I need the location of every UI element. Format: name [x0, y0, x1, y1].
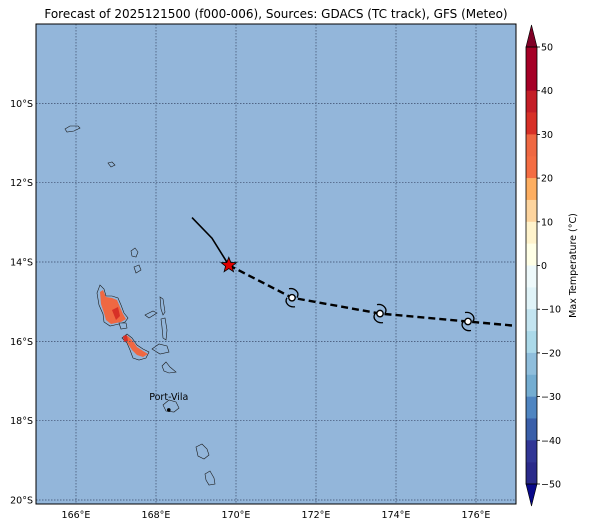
- colorbar-band: [526, 309, 537, 332]
- island-aoba: [144, 310, 158, 319]
- island-epi: [161, 361, 177, 374]
- map-panel[interactable]: Port-Vila: [35, 23, 517, 505]
- colorbar-band: [526, 134, 537, 157]
- colorbar-band: [526, 199, 537, 223]
- colorbar-tick-label: −10: [541, 305, 561, 316]
- colorbar-band: [526, 396, 537, 419]
- lon-tick-label: 168°E: [142, 510, 171, 521]
- colorbar-band: [526, 47, 537, 70]
- lon-tick-label: 174°E: [382, 510, 411, 521]
- colorbar-tick-label: −30: [541, 392, 561, 403]
- map-frame: [35, 23, 517, 505]
- island-maewo: [159, 296, 166, 316]
- colorbar-tick-label: 20: [541, 174, 553, 185]
- lat-tick-label: 16°S: [10, 337, 33, 348]
- port-vila-label: Port-Vila: [149, 392, 188, 403]
- colorbar-band: [526, 178, 537, 201]
- colorbar-tick-label: −40: [541, 436, 561, 447]
- colorbar-band: [526, 68, 537, 91]
- lon-tick-label: 172°E: [302, 510, 331, 521]
- colorbar-extend-max: [525, 24, 538, 48]
- graticule: [36, 24, 516, 504]
- colorbar-tick-label: −20: [541, 348, 561, 359]
- colorbar-band: [526, 374, 537, 397]
- colorbar-band: [526, 243, 537, 266]
- port-vila-point: [167, 408, 171, 412]
- island-north-2: [107, 161, 116, 168]
- lat-tick-label: 20°S: [10, 496, 33, 507]
- colorbar-band: [526, 440, 537, 463]
- colorbar-label: Max Temperature (°C): [568, 213, 579, 318]
- colorbar-tick-label: 0: [541, 261, 547, 272]
- current-position-star-icon: [220, 256, 238, 273]
- colorbar-tick-label: 30: [541, 130, 553, 141]
- lon-tick-label: 166°E: [62, 510, 91, 521]
- lon-tick-label: 170°E: [222, 510, 251, 521]
- colorbar-band: [526, 331, 537, 354]
- storm-symbol-icon: [373, 303, 387, 324]
- colorbar-extend-min: [525, 483, 538, 507]
- island-efate: [162, 399, 180, 413]
- island-pentecost: [160, 317, 168, 341]
- storm-symbol-icon: [461, 311, 475, 332]
- colorbar-bands: [526, 47, 537, 485]
- lat-tick-label: 10°S: [10, 99, 33, 110]
- hot-area-espiritu-santo-core: [112, 307, 120, 320]
- track-past-line: [191, 217, 230, 266]
- colorbar-band: [526, 352, 537, 376]
- longitude-axis: 166°E 168°E 170°E 172°E 174°E 176°E: [62, 510, 491, 521]
- latitude-axis: 10°S 12°S 14°S 16°S 18°S 20°S: [10, 99, 33, 507]
- hot-area-malekula-core: [123, 335, 128, 342]
- forecast-storm-symbols: [285, 287, 475, 332]
- colorbar-band: [526, 90, 537, 113]
- colorbar-tick-label: 50: [541, 43, 553, 54]
- island-north-3: [130, 247, 139, 258]
- colorbar-band: [526, 112, 537, 135]
- lat-tick-label: 14°S: [10, 258, 33, 269]
- cyclone-track: [191, 217, 513, 332]
- colorbar-band: [526, 462, 537, 485]
- island-tanna: [204, 470, 216, 486]
- lat-tick-label: 12°S: [10, 178, 33, 189]
- colorbar-ticks: 50 40 30 20 10 0 −10 −20 −30 −40 −50: [537, 43, 561, 491]
- storm-symbol-icon: [285, 287, 299, 308]
- island-small-5: [118, 322, 128, 330]
- colorbar-band: [526, 418, 537, 441]
- place-port-vila: Port-Vila: [149, 392, 188, 412]
- colorbar-band: [526, 156, 537, 179]
- colorbar-band: [526, 265, 537, 288]
- map-title: Forecast of 2025121500 (f000-006), Sourc…: [44, 7, 508, 21]
- colorbar-tick-label: 10: [541, 217, 553, 228]
- island-north-4: [133, 264, 142, 274]
- colorbar: 50 40 30 20 10 0 −10 −20 −30 −40 −50 Max Temperatu…: [525, 24, 579, 507]
- colorbar-tick-label: 40: [541, 86, 553, 97]
- colorbar-band: [526, 287, 537, 310]
- island-erromango: [195, 443, 210, 460]
- colorbar-band: [526, 221, 537, 244]
- ocean-background: [36, 24, 516, 504]
- lat-tick-label: 18°S: [10, 416, 33, 427]
- lon-tick-label: 176°E: [462, 510, 491, 521]
- colorbar-tick-label: −50: [541, 480, 561, 491]
